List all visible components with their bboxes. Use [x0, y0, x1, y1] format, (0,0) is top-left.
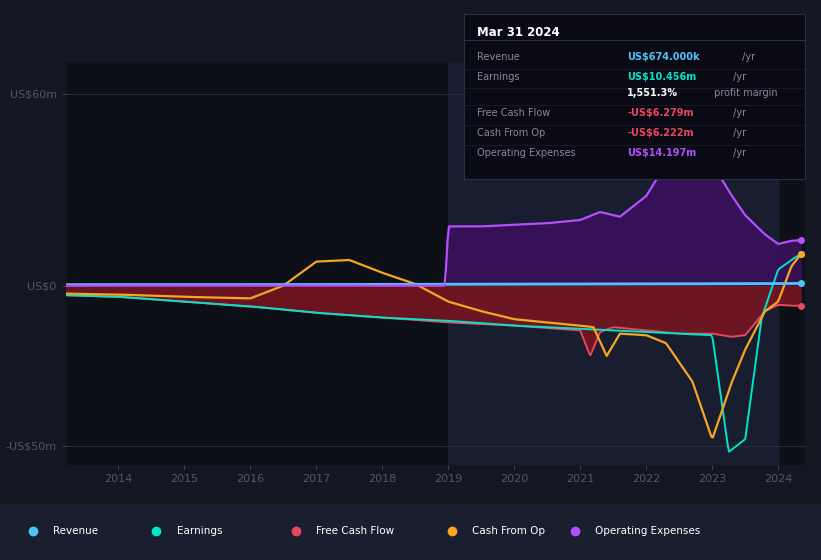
Text: Cash From Op: Cash From Op	[478, 128, 546, 138]
Text: Mar 31 2024: Mar 31 2024	[478, 26, 560, 39]
Text: -US$6.222m: -US$6.222m	[627, 128, 694, 138]
Text: Cash From Op: Cash From Op	[472, 526, 545, 536]
Text: profit margin: profit margin	[710, 88, 777, 99]
Text: 1,551.3%: 1,551.3%	[627, 88, 678, 99]
Text: Earnings: Earnings	[478, 72, 520, 82]
Text: /yr: /yr	[730, 72, 745, 82]
Text: Revenue: Revenue	[53, 526, 99, 536]
Text: Earnings: Earnings	[177, 526, 222, 536]
Text: /yr: /yr	[730, 108, 745, 118]
Text: /yr: /yr	[730, 148, 745, 158]
Text: /yr: /yr	[730, 128, 745, 138]
Text: US$10.456m: US$10.456m	[627, 72, 697, 82]
Text: Revenue: Revenue	[478, 52, 521, 62]
Text: Operating Expenses: Operating Expenses	[595, 526, 700, 536]
Text: -US$6.279m: -US$6.279m	[627, 108, 694, 118]
Text: US$14.197m: US$14.197m	[627, 148, 697, 158]
Text: Operating Expenses: Operating Expenses	[478, 148, 576, 158]
Text: /yr: /yr	[739, 52, 755, 62]
Bar	[448, 62, 778, 465]
Text: US$674.000k: US$674.000k	[627, 52, 700, 62]
Text: Free Cash Flow: Free Cash Flow	[316, 526, 394, 536]
Text: Free Cash Flow: Free Cash Flow	[478, 108, 551, 118]
